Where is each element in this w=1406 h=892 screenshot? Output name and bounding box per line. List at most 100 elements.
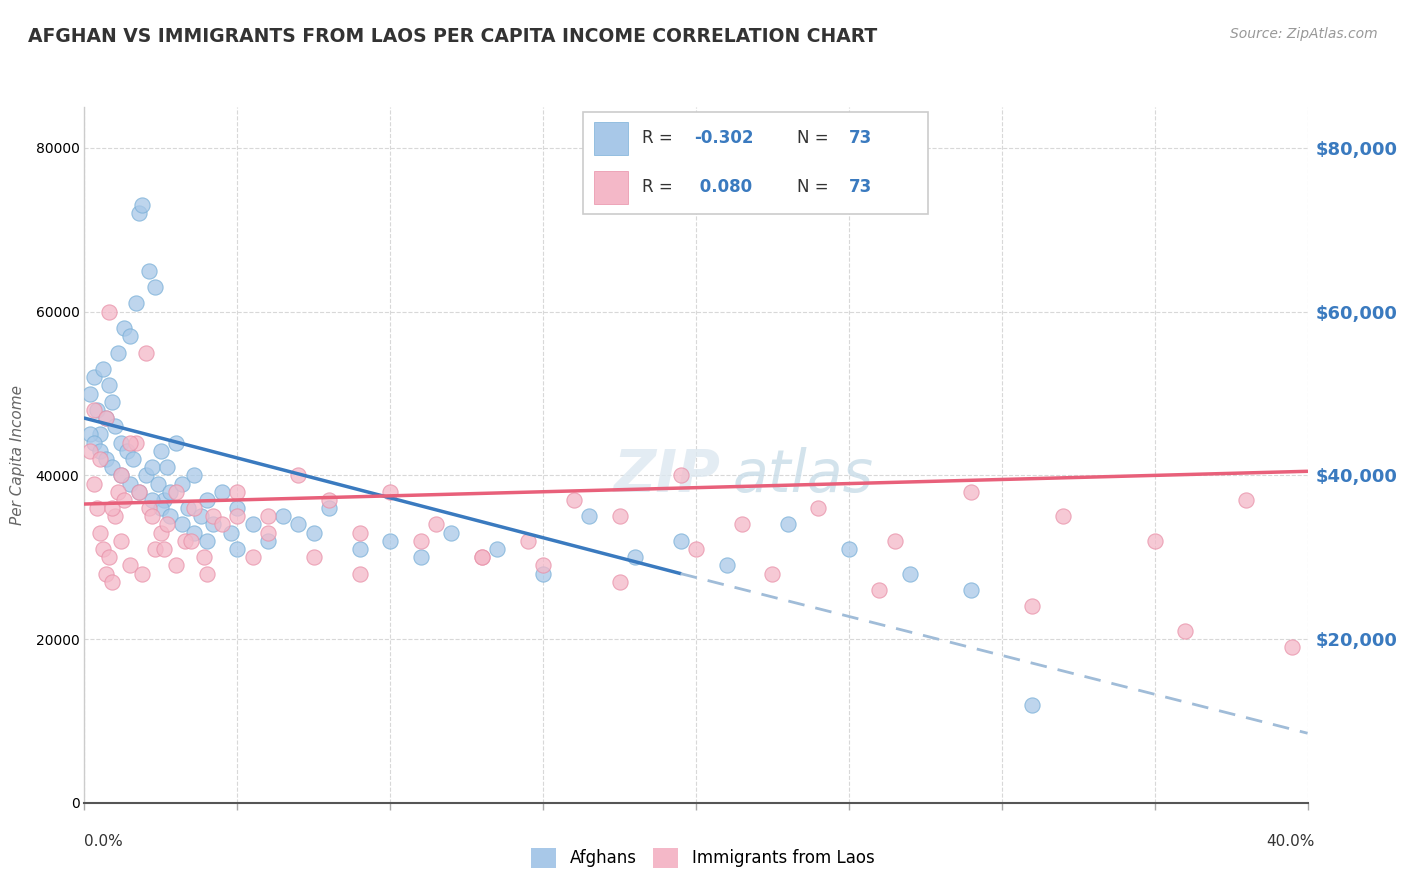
Point — [486, 542, 509, 557]
Point — [89, 443, 111, 458]
Text: R =: R = — [643, 129, 678, 147]
Point — [685, 542, 707, 557]
Point — [120, 329, 142, 343]
Point — [271, 509, 294, 524]
Point — [149, 501, 172, 516]
Point — [94, 411, 117, 425]
Text: AFGHAN VS IMMIGRANTS FROM LAOS PER CAPITA INCOME CORRELATION CHART: AFGHAN VS IMMIGRANTS FROM LAOS PER CAPIT… — [28, 27, 877, 45]
Text: 0.080: 0.080 — [693, 178, 752, 196]
FancyBboxPatch shape — [593, 171, 628, 204]
Point — [211, 484, 233, 499]
Point — [122, 452, 145, 467]
Point — [731, 517, 754, 532]
Point — [94, 566, 117, 581]
Y-axis label: Per Capita Income: Per Capita Income — [10, 385, 24, 524]
Text: N =: N = — [797, 129, 834, 147]
Point — [242, 550, 264, 565]
Point — [101, 574, 124, 589]
Text: 73: 73 — [849, 129, 872, 147]
Point — [153, 492, 176, 507]
Point — [149, 525, 172, 540]
Point — [79, 386, 101, 401]
Point — [226, 484, 249, 499]
Point — [91, 362, 114, 376]
Text: atlas: atlas — [733, 447, 873, 504]
Text: N =: N = — [797, 178, 834, 196]
Point — [1143, 533, 1166, 548]
Point — [562, 492, 585, 507]
Point — [120, 558, 142, 573]
Point — [471, 550, 494, 565]
Text: R =: R = — [643, 178, 678, 196]
Point — [669, 533, 692, 548]
Point — [440, 525, 463, 540]
Point — [94, 411, 117, 425]
Point — [97, 378, 120, 392]
Point — [257, 509, 280, 524]
Point — [409, 550, 432, 565]
FancyBboxPatch shape — [583, 112, 928, 214]
Point — [190, 509, 212, 524]
Point — [159, 509, 181, 524]
Point — [149, 443, 172, 458]
Point — [83, 476, 105, 491]
Point — [349, 542, 371, 557]
Point — [83, 370, 105, 384]
Text: -0.302: -0.302 — [693, 129, 754, 147]
Point — [624, 550, 647, 565]
Point — [195, 566, 218, 581]
Point — [183, 468, 205, 483]
Point — [128, 484, 150, 499]
Point — [115, 443, 138, 458]
Point — [287, 468, 309, 483]
Point — [83, 435, 105, 450]
Point — [79, 443, 101, 458]
Point — [143, 280, 166, 294]
Point — [89, 452, 111, 467]
Point — [349, 525, 371, 540]
Point — [120, 435, 142, 450]
Point — [97, 304, 120, 318]
Point — [195, 533, 218, 548]
Point — [165, 435, 187, 450]
Point — [138, 501, 160, 516]
Point — [1281, 640, 1303, 655]
Point — [165, 484, 187, 499]
Point — [110, 468, 132, 483]
Text: 40.0%: 40.0% — [1267, 834, 1315, 849]
Point — [193, 550, 215, 565]
Point — [807, 501, 830, 516]
Point — [177, 501, 200, 516]
Point — [135, 345, 157, 359]
Point — [609, 574, 631, 589]
Point — [141, 460, 163, 475]
Text: 0.0%: 0.0% — [84, 834, 124, 849]
Point — [159, 484, 181, 499]
Point — [201, 517, 224, 532]
Point — [516, 533, 538, 548]
Point — [172, 517, 194, 532]
Point — [110, 468, 132, 483]
Point — [1021, 698, 1043, 712]
Point — [183, 501, 205, 516]
Point — [226, 542, 249, 557]
Point — [531, 566, 554, 581]
Point — [531, 558, 554, 573]
Point — [141, 492, 163, 507]
Point — [135, 468, 157, 483]
Point — [174, 533, 197, 548]
Point — [318, 492, 340, 507]
Point — [869, 582, 891, 597]
Point — [1236, 492, 1258, 507]
Point — [110, 435, 132, 450]
Point — [110, 533, 132, 548]
Point — [153, 542, 176, 557]
Point — [79, 427, 101, 442]
Point — [380, 484, 402, 499]
Point — [107, 345, 129, 359]
Legend: Afghans, Immigrants from Laos: Afghans, Immigrants from Laos — [524, 841, 882, 875]
Point — [131, 566, 153, 581]
Point — [172, 476, 194, 491]
Point — [242, 517, 264, 532]
Point — [97, 550, 120, 565]
